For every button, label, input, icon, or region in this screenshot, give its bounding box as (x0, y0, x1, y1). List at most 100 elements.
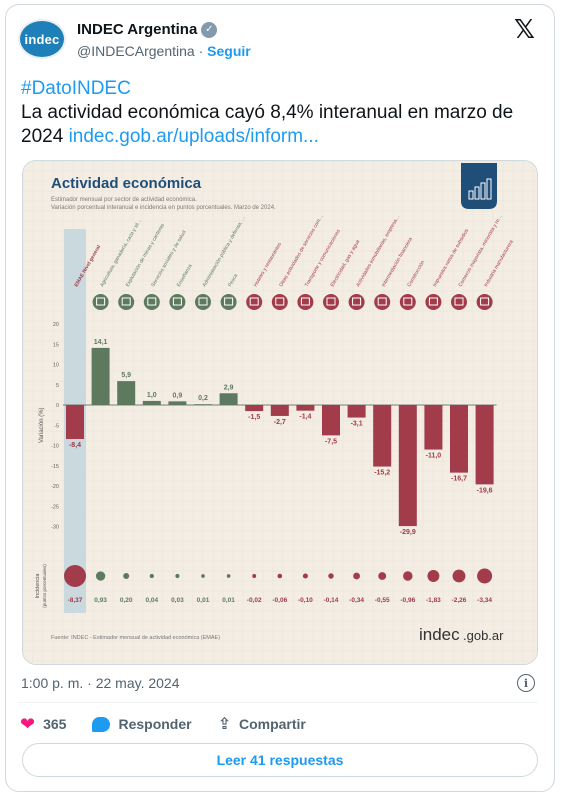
follow-button[interactable]: Seguir (207, 43, 251, 59)
bar-value-label: -29,9 (400, 529, 416, 536)
separator: · (198, 43, 204, 59)
incidence-bubble (427, 570, 440, 582)
author-name[interactable]: INDEC Argentina (77, 21, 198, 38)
avatar[interactable]: indec (18, 19, 66, 59)
y-tick-label: 5 (56, 383, 59, 389)
info-icon[interactable]: i (517, 674, 535, 692)
incidence-value-label: -3,34 (477, 597, 492, 604)
incidence-value-label: 0,03 (171, 597, 184, 604)
chart-badge-bar (474, 186, 480, 200)
chart-badge-bar (468, 190, 474, 200)
bar (194, 404, 212, 405)
incidence-bubble (452, 569, 466, 583)
category-icon-glyph (454, 297, 464, 306)
divider (18, 702, 538, 703)
bar (373, 405, 392, 467)
category-icon (374, 294, 391, 310)
category-icon-glyph (352, 297, 362, 306)
bar (66, 405, 84, 440)
incidence-bubble (64, 565, 86, 587)
incidence-bubble (252, 574, 257, 578)
category-icon-glyph (326, 297, 336, 306)
category-icon-glyph (249, 297, 259, 306)
incidence-value-label: -0,14 (324, 597, 339, 604)
category-icon-glyph (147, 297, 157, 306)
y-tick-label: -5 (54, 423, 59, 429)
bar-value-label: -19,6 (477, 487, 493, 494)
share-icon: ⇪ (217, 716, 231, 733)
incidence-value-label: -0,55 (375, 597, 390, 604)
bar (424, 405, 443, 450)
incidence-value-label: -0,06 (272, 597, 287, 604)
chart-badge-bar (486, 178, 492, 200)
category-icon (271, 294, 288, 310)
bar-value-label: -16,7 (451, 476, 467, 483)
category-icon (451, 294, 467, 310)
category-icon (92, 294, 109, 310)
bar (475, 405, 494, 485)
y-tick-label: -30 (51, 525, 59, 531)
bar-value-label: 1,0 (147, 392, 157, 399)
incidence-bubble (378, 572, 387, 580)
bar-value-label: 2,9 (224, 384, 234, 391)
category-icon-glyph (480, 297, 490, 306)
y-tick-label: 20 (53, 322, 59, 328)
category-icon (246, 294, 263, 310)
x-logo-icon[interactable]: 𝕏 (514, 14, 535, 44)
like-count: 365 (43, 716, 67, 732)
bar (270, 405, 289, 416)
like-button[interactable]: ❤ 365 (20, 714, 66, 735)
handle-row: @INDECArgentina · Seguir (77, 43, 251, 59)
tweet-link[interactable]: indec.gob.ar/uploads/inform... (68, 126, 319, 147)
bar (450, 405, 468, 473)
incidence-value-label: -0,96 (400, 597, 415, 604)
incidence-bubble (201, 574, 205, 578)
action-bar: ❤ 365 Responder ⇪ Compartir (20, 712, 332, 736)
category-icon-glyph (172, 297, 182, 306)
incidence-bubble (123, 573, 130, 579)
reply-bubble-icon (92, 716, 111, 732)
chart-subtitle-1: Estimador mensual por sector de activida… (51, 197, 197, 203)
reply-button[interactable]: Responder (92, 716, 192, 732)
category-icon-glyph (224, 297, 234, 306)
tweet-body: La actividad económica cayó 8,4% interan… (21, 102, 514, 147)
y-tick-label: 15 (53, 342, 59, 348)
incidence-value-label: -1,83 (426, 597, 441, 604)
incidence-bubble (302, 573, 308, 579)
tweet-text: #DatoINDEC La actividad económica cayó 8… (21, 77, 541, 149)
incidence-value-label: -2,26 (452, 597, 467, 604)
heart-icon: ❤ (20, 713, 36, 734)
category-icon (169, 294, 186, 310)
incidence-bubble (403, 571, 413, 581)
bar-value-label: -15,2 (374, 470, 390, 477)
incidence-value-label: 0,20 (120, 597, 133, 604)
bar-value-label: -11,0 (426, 453, 442, 460)
timestamp[interactable]: 1:00 p. m. · 22 may. 2024 (21, 675, 180, 691)
category-icon-glyph (275, 297, 285, 306)
bar-value-label: 5,9 (121, 372, 131, 379)
chart-source: Fuente: INDEC - Estimador mensual de act… (51, 635, 220, 641)
read-replies-button[interactable]: Leer 41 respuestas (22, 743, 538, 777)
incidence-bubble (95, 571, 106, 581)
tweet-image[interactable]: Actividad económica Estimador mensual por… (22, 160, 538, 665)
share-label: Compartir (238, 716, 306, 732)
incidence-value-label: 0,01 (222, 597, 235, 604)
category-icon-glyph (121, 297, 131, 306)
bar (296, 405, 315, 411)
y-tick-label: -15 (51, 464, 59, 470)
y-axis-label: Variación (%) (39, 407, 45, 443)
category-icon (297, 294, 314, 310)
category-icon-glyph (300, 297, 310, 306)
bar-value-label: -2,7 (274, 419, 286, 426)
author-handle[interactable]: @INDECArgentina (77, 43, 195, 59)
bar (142, 400, 161, 405)
incidence-label: Incidencia (35, 573, 41, 599)
hashtag-link[interactable]: #DatoINDEC (21, 78, 131, 99)
bar-value-label: 14,1 (94, 339, 108, 346)
category-icon-glyph (198, 297, 208, 306)
category-icon (399, 294, 416, 310)
author-name-row[interactable]: INDEC Argentina ✓ (77, 21, 218, 38)
bar-value-label: -3,1 (351, 421, 363, 428)
share-button[interactable]: ⇪ Compartir (218, 714, 306, 734)
incidence-value-label: 0,04 (145, 597, 158, 604)
